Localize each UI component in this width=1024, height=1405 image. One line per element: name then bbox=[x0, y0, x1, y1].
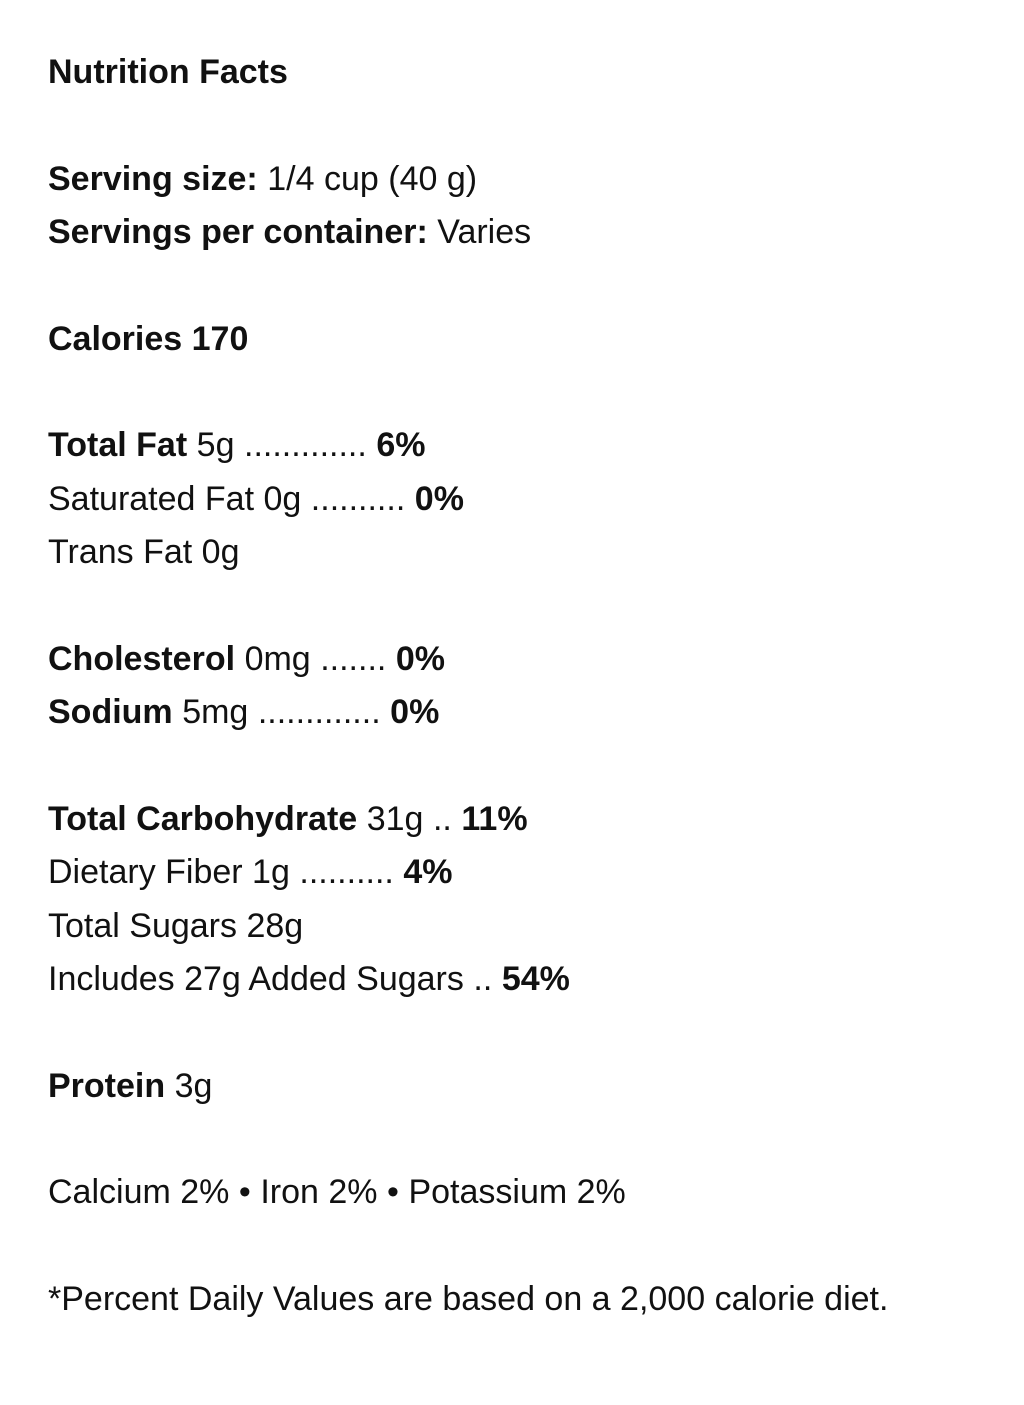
text: • bbox=[387, 1173, 399, 1211]
text: 31g bbox=[366, 799, 424, 838]
text: Total Sugars 28g bbox=[48, 906, 304, 945]
text: 0mg bbox=[244, 639, 311, 678]
section: Protein 3g bbox=[48, 1060, 948, 1114]
line: Cholesterol 0mg....... 0% bbox=[48, 633, 948, 687]
bold-text: Cholesterol bbox=[48, 639, 236, 678]
text: • bbox=[238, 1173, 251, 1211]
text: 1/4 cup (40 g) bbox=[267, 159, 478, 198]
bold-text: Serving size: bbox=[48, 159, 258, 198]
text: 5g bbox=[196, 426, 235, 464]
line: Trans Fat 0g bbox=[48, 526, 948, 580]
text: Dietary Fiber 1g bbox=[48, 853, 290, 891]
bold-text: 0% bbox=[390, 693, 440, 731]
text: Calcium 2% bbox=[48, 1173, 230, 1211]
text: ............. bbox=[257, 693, 381, 731]
text: .. bbox=[432, 799, 452, 838]
text: Trans Fat 0g bbox=[48, 533, 240, 571]
text: .......... bbox=[299, 853, 394, 891]
text: 3g bbox=[174, 1066, 213, 1105]
text: Varies bbox=[437, 213, 532, 251]
section: Serving size: 1/4 cup (40 g) Servings per … bbox=[48, 153, 948, 260]
line: Serving size: 1/4 cup (40 g) bbox=[48, 153, 948, 207]
line: Servings per container: Varies bbox=[48, 206, 948, 260]
line: Nutrition Facts bbox=[48, 46, 948, 100]
line: Dietary Fiber 1g.......... 4% bbox=[48, 846, 948, 900]
text: 5mg bbox=[182, 693, 249, 731]
bold-text: 11% bbox=[461, 799, 528, 838]
section: *Percent Daily Values are based on a 2,0… bbox=[48, 1273, 948, 1327]
section: Calcium 2% • Iron 2% • Potassium 2% bbox=[48, 1166, 948, 1220]
nutrition-label: Nutrition Facts Serving size: 1/4 cup (40 … bbox=[48, 46, 948, 1379]
text: ............. bbox=[244, 426, 367, 464]
text: .. bbox=[473, 960, 493, 998]
bold-text: 4% bbox=[403, 853, 453, 891]
section: Nutrition Facts bbox=[48, 46, 948, 100]
bold-text: Calories 170 bbox=[48, 319, 249, 358]
line: Calcium 2% • Iron 2% • Potassium 2% bbox=[48, 1166, 948, 1220]
section: Total Fat 5g............. 6% Saturated Fat … bbox=[48, 419, 948, 580]
bold-text: 0% bbox=[395, 639, 445, 678]
bold-text: 6% bbox=[376, 426, 426, 464]
line: Sodium 5mg............. 0% bbox=[48, 686, 948, 740]
bold-text: 0% bbox=[414, 479, 464, 518]
text: ....... bbox=[320, 639, 387, 678]
line: Total Sugars 28g bbox=[48, 900, 948, 954]
bold-text: 54% bbox=[501, 960, 570, 998]
bold-text: Protein bbox=[48, 1066, 166, 1105]
text: .......... bbox=[310, 479, 406, 518]
line: Protein 3g bbox=[48, 1060, 948, 1114]
text: Includes 27g Added Sugars bbox=[48, 960, 464, 998]
bold-text: Total Fat bbox=[48, 426, 188, 464]
line: Total Fat 5g............. 6% bbox=[48, 419, 948, 473]
text: Saturated Fat 0g bbox=[48, 479, 302, 518]
line: Calories 170 bbox=[48, 313, 948, 367]
bold-text: Nutrition Facts bbox=[48, 53, 288, 91]
line: Includes 27g Added Sugars.. 54% bbox=[48, 953, 948, 1007]
bold-text: Servings per container: bbox=[48, 213, 428, 251]
line: Saturated Fat 0g.......... 0% bbox=[48, 473, 948, 527]
section: Cholesterol 0mg....... 0% Sodium 5mg........… bbox=[48, 633, 948, 740]
section: Total Carbohydrate 31g.. 11% Dietary Fiber … bbox=[48, 793, 948, 1007]
bold-text: Total Carbohydrate bbox=[48, 799, 358, 838]
text: Potassium 2% bbox=[408, 1173, 626, 1211]
line: Total Carbohydrate 31g.. 11% bbox=[48, 793, 948, 847]
section: Calories 170 bbox=[48, 313, 948, 367]
text: Iron 2% bbox=[260, 1173, 378, 1211]
bold-text: Sodium bbox=[48, 693, 173, 731]
text: *Percent Daily Values are based on a 2,0… bbox=[48, 1279, 889, 1318]
line: *Percent Daily Values are based on a 2,0… bbox=[48, 1273, 948, 1327]
